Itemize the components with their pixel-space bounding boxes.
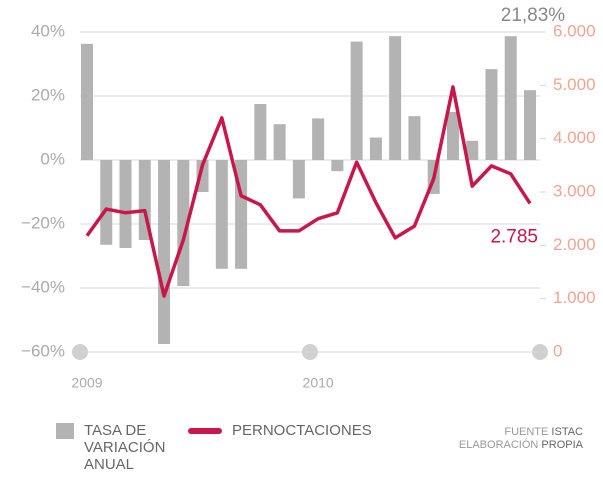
source-text: FUENTE: [504, 426, 549, 438]
source: FUENTE ISTAC ELABORACIÓN PROPIA: [459, 426, 583, 452]
bar: [350, 41, 363, 160]
data-label: 21,83%: [501, 5, 566, 26]
bar: [504, 36, 517, 160]
y2-tick-label: 2.000: [553, 235, 596, 254]
y2-tick-label: 1.000: [553, 288, 596, 307]
chart: −60% −40% −20% 0% 20% 40% 0 1.000 2.000 3.000 4.00…: [21, 5, 596, 391]
source-name: ISTAC: [551, 426, 583, 438]
y-tick-label: 20%: [31, 85, 65, 104]
data-label: 2.785: [490, 226, 538, 247]
bar: [100, 160, 113, 245]
line: [85, 85, 532, 298]
y-tick-label: −20%: [21, 213, 65, 232]
bar: [446, 112, 459, 160]
bar: [196, 160, 209, 192]
bar: [254, 104, 267, 160]
legend-line: PERNOCTACIONES: [188, 422, 372, 439]
y-tick-label: 0%: [40, 149, 65, 168]
x-tick-label: 2009: [71, 375, 102, 391]
bar: [485, 69, 498, 160]
bar: [524, 90, 536, 160]
bar: [273, 124, 286, 160]
bar: [389, 36, 402, 160]
bar: [215, 160, 228, 269]
legend-bar: TASA DE VARIACIÓN ANUAL: [56, 422, 174, 473]
y2-tick-label: 0: [553, 341, 562, 360]
y-tick-label: 40%: [31, 21, 65, 40]
legend-swatch: [188, 428, 222, 434]
y2-tick-label: 5.000: [553, 75, 596, 94]
y-tick-label: −40%: [21, 277, 65, 296]
bar: [158, 160, 171, 344]
y2-tick-label: 4.000: [553, 128, 596, 147]
source-text: ELABORACIÓN: [458, 439, 539, 451]
bar: [369, 137, 382, 160]
bar: [466, 140, 479, 160]
y2-tick-label: 3.000: [553, 181, 596, 200]
bar: [312, 118, 325, 160]
y2-tick-label: 6.000: [553, 21, 596, 40]
y-tick-label: −60%: [21, 341, 65, 360]
source-name: PROPIA: [541, 439, 583, 451]
legend-label: PERNOCTACIONES: [232, 422, 372, 439]
bar: [119, 160, 132, 248]
bar: [81, 43, 93, 161]
bar: [292, 160, 305, 199]
bar: [177, 160, 190, 287]
legend-swatch: [56, 423, 74, 439]
bar: [408, 116, 421, 160]
x-tick-label: 2010: [303, 375, 334, 391]
bar: [331, 160, 344, 172]
legend-label: TASA DE VARIACIÓN ANUAL: [84, 422, 166, 473]
